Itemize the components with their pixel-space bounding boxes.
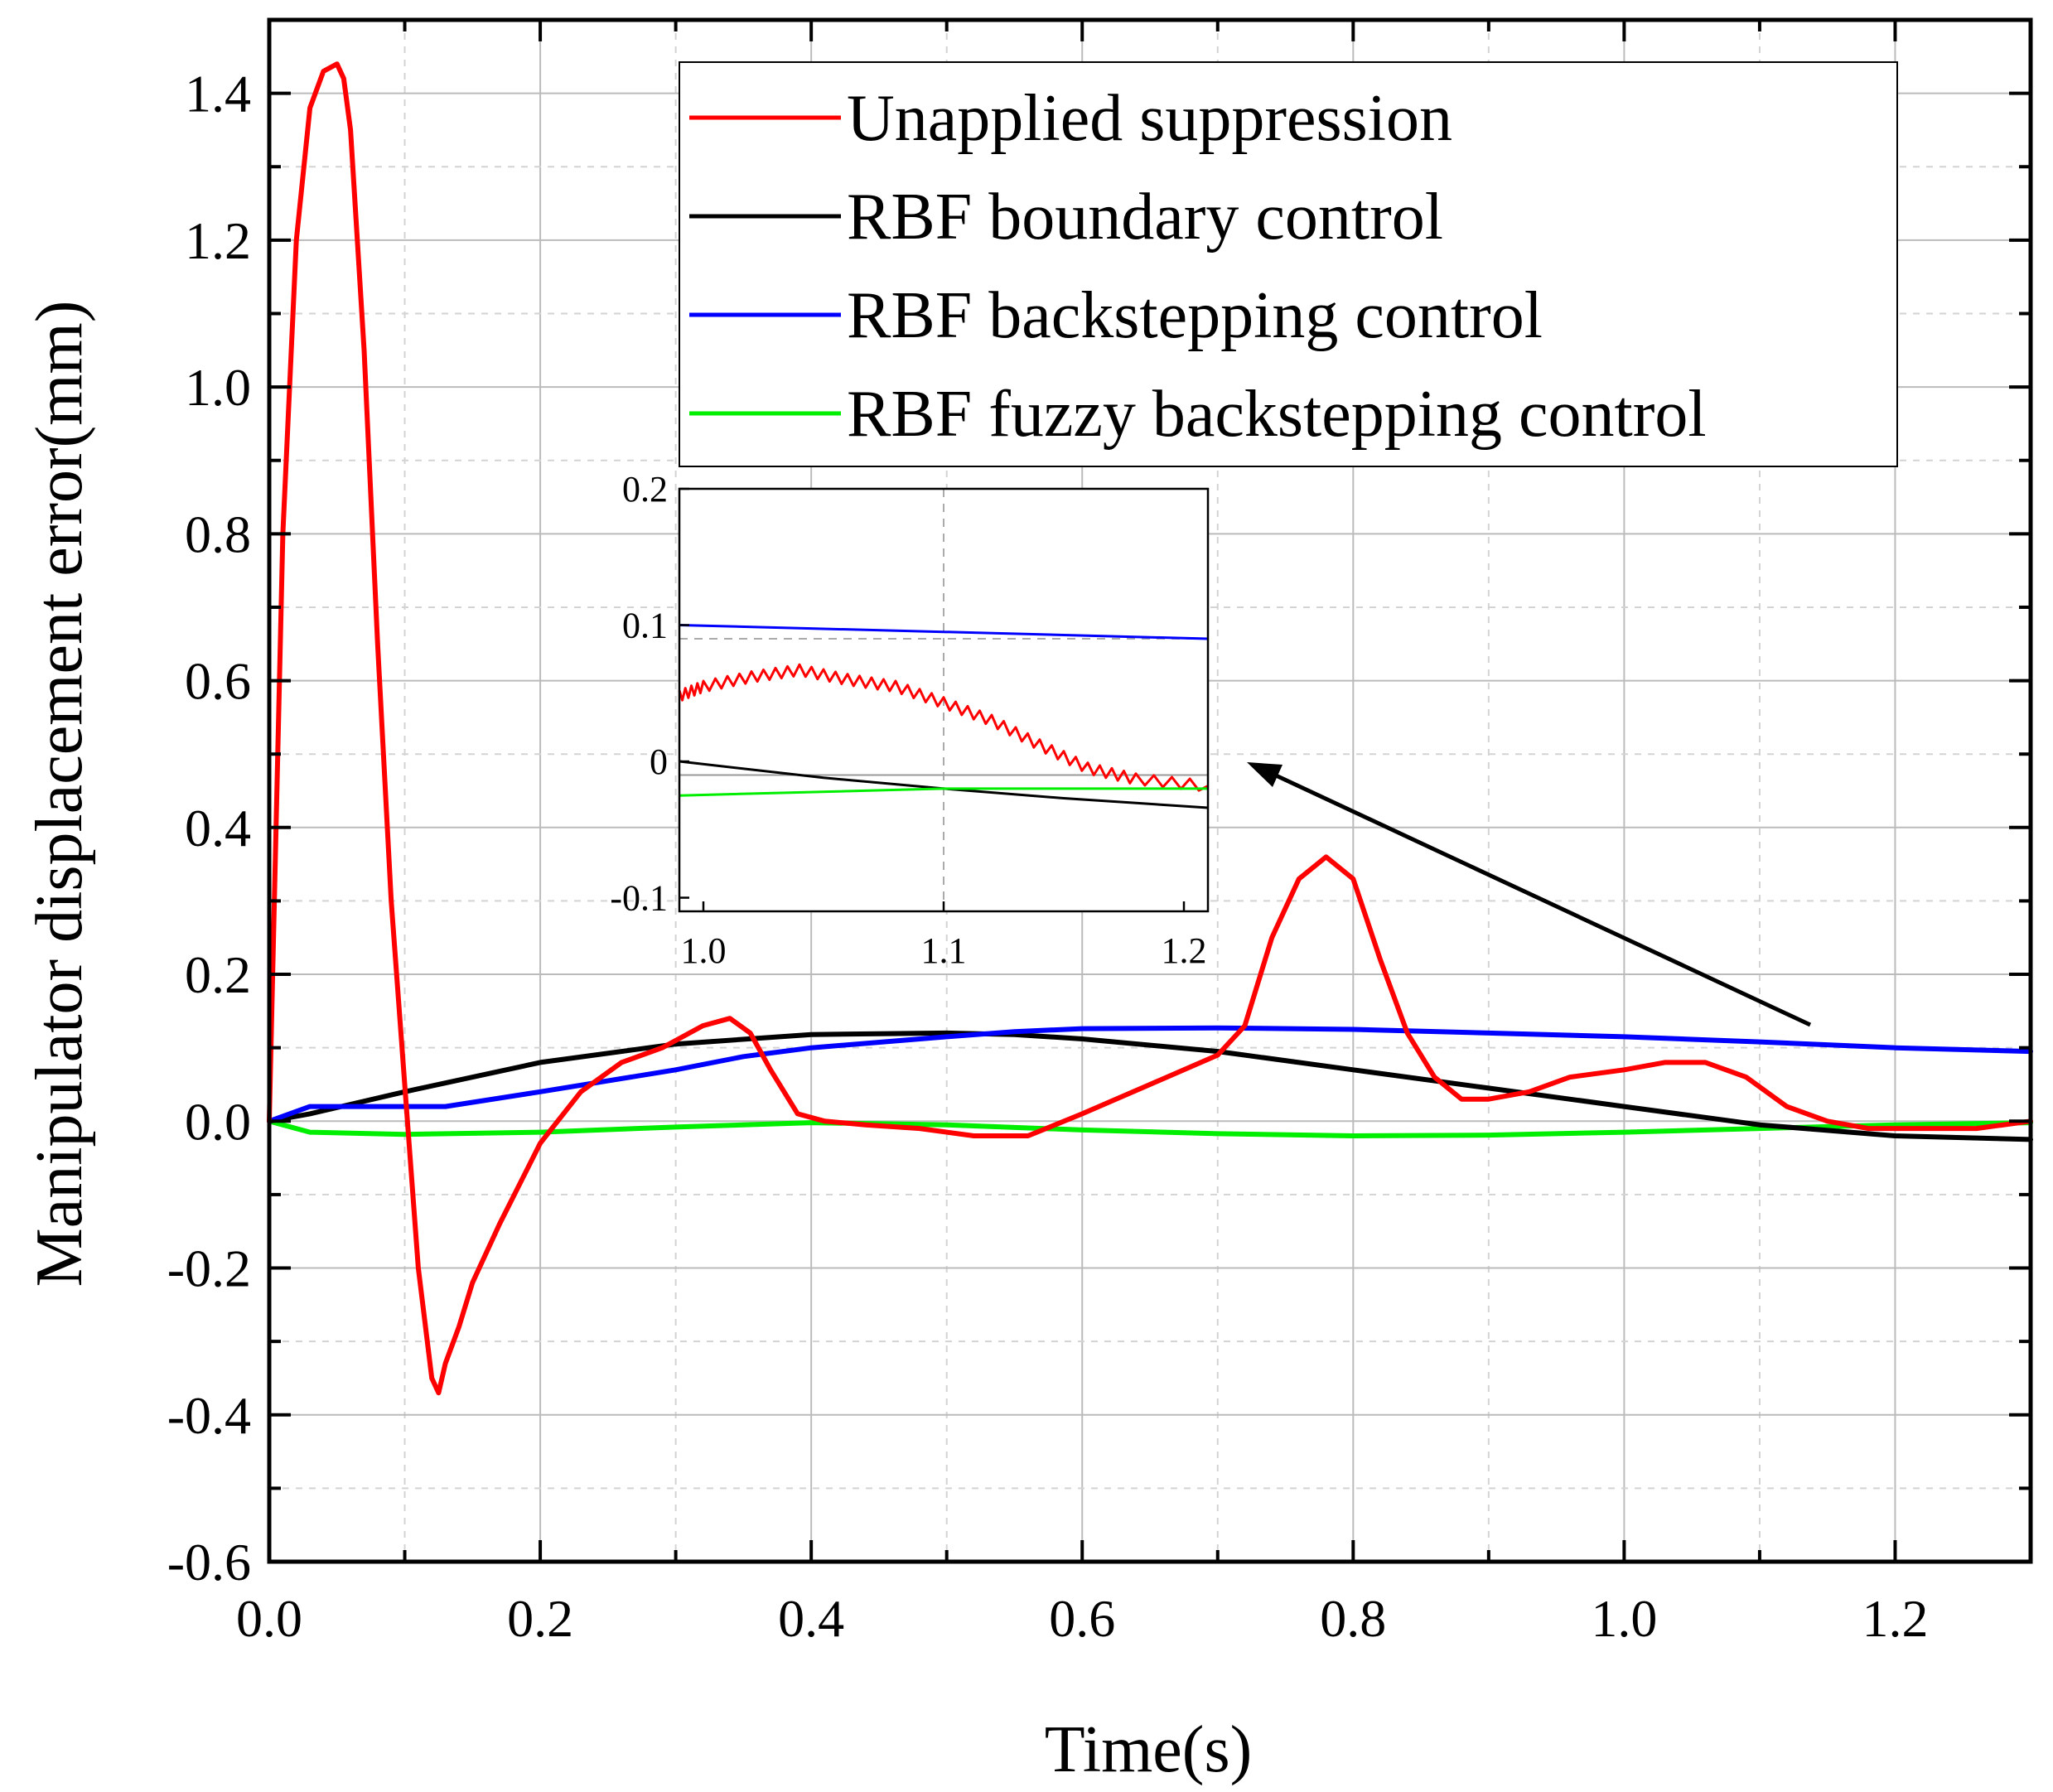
series-line-rbf-boundary-control bbox=[267, 1030, 2033, 1142]
inset-pointer-arrow bbox=[1247, 762, 1812, 1027]
x-tick-label: 0.6 bbox=[1049, 1589, 1115, 1648]
legend-box bbox=[679, 61, 1898, 467]
inset-series-line bbox=[678, 663, 1209, 792]
y-tick-label: -0.2 bbox=[167, 1239, 251, 1298]
inset-x-tick-label: 1.1 bbox=[921, 930, 967, 971]
y-tick-label: 0.4 bbox=[185, 799, 251, 857]
arrow-head bbox=[1247, 762, 1283, 787]
inset-series bbox=[678, 624, 1209, 809]
series-line-rbf-fuzzy-backstepping-control bbox=[267, 1118, 2033, 1138]
y-tick-labels: -0.6 -0.4 -0.2 0.0 0.2 0.4 0.6 0.8 1.0 1.2 1.4 bbox=[167, 65, 251, 1592]
y-tick-label: 0.6 bbox=[185, 652, 251, 711]
series-layer bbox=[267, 61, 2033, 1396]
y-tick-label: 1.0 bbox=[185, 358, 251, 417]
legend: Unapplied suppression RBF boundary contro… bbox=[679, 61, 1898, 467]
x-tick-label: 0.4 bbox=[778, 1589, 844, 1648]
inset-y-tick-label: 0.1 bbox=[622, 606, 668, 646]
y-tick-label: -0.6 bbox=[167, 1533, 251, 1592]
y-tick-label: 0.2 bbox=[185, 945, 251, 1004]
inset-x-tick-label: 1.2 bbox=[1162, 930, 1207, 971]
inset-y-tick-label: 0 bbox=[650, 741, 668, 782]
y-axis-label: Manipulator displacement error(mm) bbox=[23, 301, 96, 1287]
inset-chart: 1.0 1.1 1.2 -0.1 0 0.1 0.2 bbox=[610, 469, 1210, 971]
legend-label: RBF boundary control bbox=[847, 181, 1443, 254]
y-tick-label: 0.0 bbox=[185, 1092, 251, 1151]
plot-frame bbox=[267, 17, 2033, 1564]
y-tick-label: -0.4 bbox=[167, 1386, 251, 1445]
legend-label: RBF fuzzy backstepping control bbox=[847, 378, 1707, 451]
inset-x-tick-label: 1.0 bbox=[681, 930, 727, 971]
inset-y-tick-label: 0.2 bbox=[622, 469, 668, 510]
y-tick-label: 1.2 bbox=[185, 211, 251, 270]
x-tick-labels: 0.0 0.2 0.4 0.6 0.8 1.0 1.2 bbox=[236, 1589, 1928, 1648]
x-tick-label: 0.2 bbox=[507, 1589, 573, 1648]
x-tick-label: 1.0 bbox=[1591, 1589, 1657, 1648]
arrow-line bbox=[1262, 767, 1812, 1027]
inset-series-line bbox=[679, 624, 1209, 640]
x-tick-label: 1.2 bbox=[1862, 1589, 1928, 1648]
inset-y-tick-label: -0.1 bbox=[610, 878, 668, 919]
legend-entries: Unapplied suppression RBF boundary contro… bbox=[689, 82, 1707, 451]
series-line-unapplied-suppression bbox=[267, 61, 2033, 1396]
tick-layer bbox=[268, 18, 2032, 1563]
inset-ticks: 1.0 1.1 1.2 -0.1 0 0.1 0.2 bbox=[610, 469, 1206, 971]
inset-series-line bbox=[679, 787, 1208, 797]
y-tick-label: 0.8 bbox=[185, 505, 251, 563]
x-tick-label: 0.0 bbox=[236, 1589, 302, 1648]
legend-label: Unapplied suppression bbox=[847, 82, 1452, 155]
legend-label: RBF backstepping control bbox=[847, 279, 1543, 352]
x-tick-label: 0.8 bbox=[1320, 1589, 1386, 1648]
x-axis-label: Time(s) bbox=[1045, 1713, 1252, 1786]
series-line-rbf-backstepping-control bbox=[267, 1025, 2033, 1124]
y-tick-label: 1.4 bbox=[185, 65, 251, 123]
